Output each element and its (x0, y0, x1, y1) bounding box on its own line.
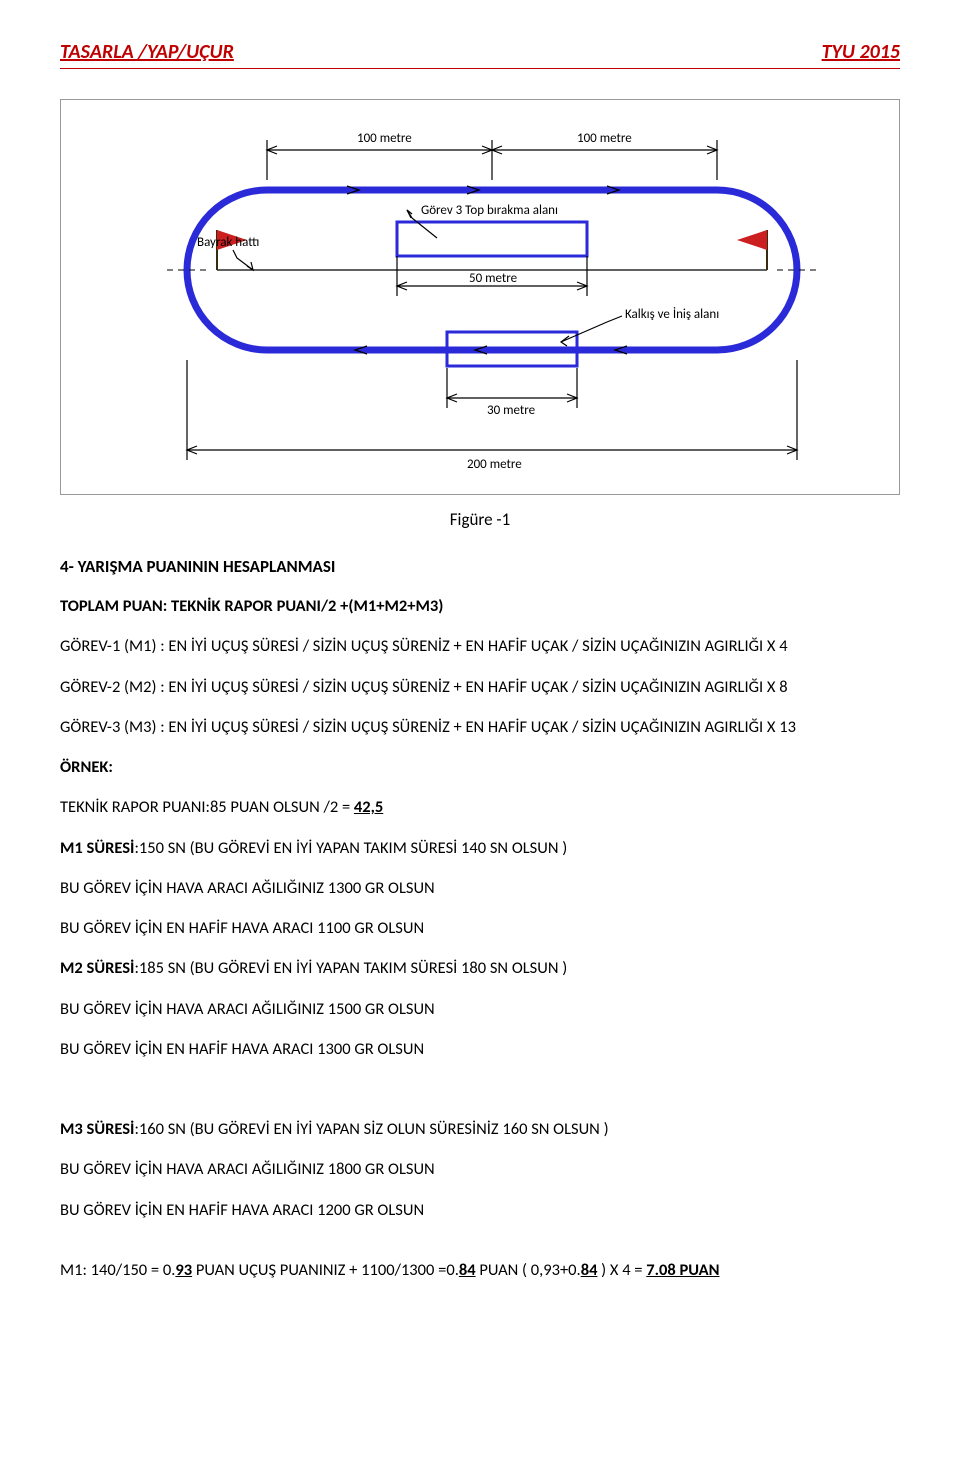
m3-title-rest: :160 SN (BU GÖREVİ EN İYİ YAPAN SİZ OLUN… (134, 1119, 608, 1139)
m3-line-b: BU GÖREV İÇİN EN HAFİF HAVA ARACI 1200 G… (60, 1199, 900, 1221)
dim-top-left: 100 metre (357, 131, 412, 146)
calc-line: M1: 140/150 = 0.93 PUAN UÇUŞ PUANINIZ + … (60, 1259, 900, 1281)
dim-200m: 200 metre (467, 457, 522, 472)
m3-title: M3 SÜRESİ:160 SN (BU GÖREVİ EN İYİ YAPAN… (60, 1118, 900, 1140)
calc-p2: PUAN UÇUŞ PUANINIZ + 1100/1300 =0. (192, 1260, 459, 1280)
calc-v2: 84 (459, 1260, 476, 1280)
gorev1-formula: GÖREV-1 (M1) : EN İYİ UÇUŞ SÜRESİ / SİZİ… (60, 635, 900, 657)
kalkis-inis-label: Kalkış ve İniş alanı (625, 307, 719, 322)
calc-p3: PUAN ( 0,93+0. (476, 1260, 581, 1280)
section-4-title: 4- YARIŞMA PUANININ HESAPLANMASI (60, 556, 900, 577)
bayrak-hatti-label: Bayrak hattı (197, 235, 259, 250)
m2-line-a: BU GÖREV İÇİN HAVA ARACI AĞILIĞINIZ 1500… (60, 998, 900, 1020)
calc-p1: M1: 140/150 = 0. (60, 1260, 175, 1280)
m3-line-a: BU GÖREV İÇİN HAVA ARACI AĞILIĞINIZ 1800… (60, 1158, 900, 1180)
m1-title-pre: M1 SÜRESİ (60, 838, 134, 858)
m1-title-rest: :150 SN (BU GÖREVİ EN İYİ YAPAN TAKIM SÜ… (134, 838, 567, 858)
teknik-rapor-line: TEKNİK RAPOR PUANI:85 PUAN OLSUN /2 = 42… (60, 796, 900, 818)
dim-top-right: 100 metre (577, 131, 632, 146)
figure-caption: Figüre -1 (60, 509, 900, 530)
ornek-label: ÖRNEK: (60, 756, 900, 778)
toplam-puan: TOPLAM PUAN: TEKNİK RAPOR PUANI/2 +(M1+M… (60, 595, 900, 617)
calc-v3: 84 (581, 1260, 598, 1280)
m3-title-pre: M3 SÜRESİ (60, 1119, 134, 1139)
flag-right-icon (737, 230, 767, 270)
m1-line-a: BU GÖREV İÇİN HAVA ARACI AĞILIĞINIZ 1300… (60, 877, 900, 899)
dim-50m: 50 metre (469, 271, 517, 286)
calc-v1: 93 (175, 1260, 192, 1280)
calc-p4: ) X 4 = (597, 1260, 646, 1280)
dim-30m: 30 metre (487, 403, 535, 418)
m1-title: M1 SÜRESİ:150 SN (BU GÖREVİ EN İYİ YAPAN… (60, 837, 900, 859)
figure-1-container: 100 metre 100 metre Görev 3 Top bırakma … (60, 99, 900, 495)
gorev3-formula: GÖREV-3 (M3) : EN İYİ UÇUŞ SÜRESİ / SİZİ… (60, 716, 900, 738)
m1-line-b: BU GÖREV İÇİN EN HAFİF HAVA ARACI 1100 G… (60, 917, 900, 939)
m2-title-pre: M2 SÜRESİ (60, 958, 134, 978)
teknik-pre: TEKNİK RAPOR PUANI:85 PUAN OLSUN /2 = (60, 797, 354, 817)
m2-line-b: BU GÖREV İÇİN EN HAFİF HAVA ARACI 1300 G… (60, 1038, 900, 1060)
gorev2-formula: GÖREV-2 (M2) : EN İYİ UÇUŞ SÜRESİ / SİZİ… (60, 676, 900, 698)
m2-title-rest: :185 SN (BU GÖREVİ EN İYİ YAPAN TAKIM SÜ… (134, 958, 567, 978)
page-header: TASARLA /YAP/UÇUR TYU 2015 (60, 40, 900, 69)
header-left: TASARLA /YAP/UÇUR (60, 40, 234, 64)
header-right: TYU 2015 (822, 40, 900, 64)
gorev3-label: Görev 3 Top bırakma alanı (421, 203, 558, 218)
teknik-val: 42,5 (354, 797, 383, 817)
gorev3-area-box (397, 222, 587, 256)
calc-v4: 7.08 PUAN (646, 1260, 719, 1280)
m2-title: M2 SÜRESİ:185 SN (BU GÖREVİ EN İYİ YAPAN… (60, 957, 900, 979)
track-diagram: 100 metre 100 metre Görev 3 Top bırakma … (67, 110, 897, 490)
